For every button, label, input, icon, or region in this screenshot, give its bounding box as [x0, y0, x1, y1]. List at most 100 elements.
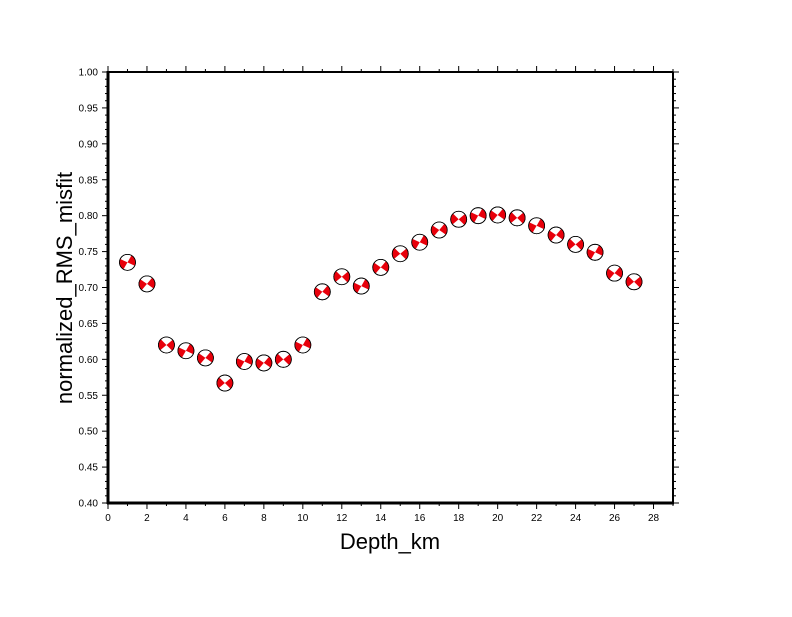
y-axis-label: normalized_RMS_misfit: [52, 172, 77, 404]
y-tick-label: 0.95: [79, 103, 99, 114]
beachball-compression-quadrant: [556, 228, 565, 240]
beachball-point: [411, 233, 429, 251]
x-tick-label: 28: [648, 513, 660, 524]
beachball-compression-quadrant: [489, 210, 498, 222]
x-tick-label: 0: [105, 513, 111, 524]
x-tick-label: 12: [336, 513, 348, 524]
beachball-compression-quadrant: [536, 218, 545, 230]
x-tick-label: 22: [531, 513, 543, 524]
x-tick-label: 18: [453, 513, 465, 524]
beachball-point: [391, 245, 409, 263]
beachball-point: [508, 209, 526, 227]
beachball-compression-quadrant: [119, 258, 128, 270]
beachball-compression-quadrant: [392, 248, 401, 259]
beachball-compression-quadrant: [470, 212, 479, 223]
plot-frame: [107, 71, 674, 504]
beachball-outline: [528, 217, 546, 235]
beachball-point: [294, 336, 312, 354]
beachball-point: [197, 349, 214, 367]
beachball-point: [606, 264, 623, 282]
beachball-compression-quadrant: [497, 208, 506, 220]
x-tick-label: 26: [609, 513, 621, 524]
beachball-compression-quadrant: [400, 248, 409, 260]
beachball-point: [489, 206, 507, 224]
beachball-point: [586, 243, 604, 261]
x-tick-label: 6: [222, 513, 228, 524]
y-tick-label: 0.50: [79, 427, 99, 438]
beachball-point: [119, 253, 136, 271]
beachball-outline: [235, 353, 253, 370]
beachball-outline: [372, 258, 390, 276]
beachball-outline: [216, 374, 234, 392]
x-tick-label: 16: [414, 513, 426, 524]
beachball-compression-quadrant: [439, 223, 448, 235]
data-points: [119, 206, 643, 392]
beachball-outline: [274, 350, 292, 368]
y-tick-label: 0.65: [79, 319, 99, 330]
beachball-outline: [138, 275, 156, 293]
beachball-compression-quadrant: [587, 248, 596, 260]
beachball-compression-quadrant: [275, 353, 284, 365]
beachball-compression-quadrant: [333, 271, 342, 282]
x-tick-label: 20: [492, 513, 504, 524]
beachball-compression-quadrant: [294, 341, 303, 352]
beachball-outline: [255, 354, 273, 372]
beachball-compression-quadrant: [478, 208, 487, 220]
beachball-point: [469, 207, 487, 225]
beachball-compression-quadrant: [216, 377, 225, 389]
beachball-compression-quadrant: [595, 245, 604, 256]
beachball-point: [450, 210, 468, 228]
beachball-compression-quadrant: [146, 277, 155, 289]
beachball-point: [567, 235, 584, 253]
beachball-outline: [586, 243, 604, 261]
beachball-compression-quadrant: [419, 235, 428, 246]
x-tick-label: 8: [261, 513, 267, 524]
beachball-compression-quadrant: [283, 354, 292, 365]
beachball-compression-quadrant: [236, 358, 245, 369]
beachball-compression-quadrant: [450, 213, 459, 225]
beachball-compression-quadrant: [548, 230, 557, 242]
beachball-outline: [158, 336, 175, 354]
beachball-outline: [606, 264, 623, 282]
beachball-compression-quadrant: [509, 212, 518, 223]
beachball-outline: [177, 342, 195, 360]
y-tick-label: 0.85: [79, 175, 99, 186]
beachball-compression-quadrant: [166, 339, 175, 351]
beachball-compression-quadrant: [361, 279, 370, 290]
y-tick-label: 0.70: [79, 283, 99, 294]
x-axis-label: Depth_km: [340, 529, 440, 554]
axes: 0 2 4 6 8 10 12 14 16 18 20 22 24 26 280.400.450.500.5…: [79, 66, 679, 524]
beachball-outline: [547, 226, 565, 244]
beachball-point: [333, 268, 351, 286]
x-tick-label: 2: [144, 513, 150, 524]
beachball-outline: [625, 273, 643, 291]
beachball-compression-quadrant: [626, 276, 635, 287]
y-tick-label: 1.00: [79, 68, 99, 79]
beachball-outline: [567, 235, 584, 253]
beachball-compression-quadrant: [158, 339, 167, 351]
beachball-point: [274, 350, 292, 368]
y-tick-label: 0.90: [79, 139, 99, 150]
beachball-point: [235, 353, 253, 370]
beachball-compression-quadrant: [197, 353, 206, 365]
beachball-compression-quadrant: [127, 255, 136, 266]
beachball-point: [625, 273, 643, 291]
beachball-outline: [313, 283, 331, 301]
beachball-outline: [411, 233, 429, 251]
beachball-compression-quadrant: [177, 347, 186, 358]
beachball-point: [352, 277, 370, 295]
beachball-outline: [333, 268, 351, 286]
beachball-compression-quadrant: [302, 338, 311, 349]
beachball-compression-quadrant: [575, 239, 584, 251]
beachball-point: [177, 342, 195, 360]
beachball-outline: [469, 207, 487, 225]
beachball-outline: [430, 221, 448, 239]
beachball-compression-quadrant: [314, 287, 323, 298]
beachball-compression-quadrant: [517, 212, 526, 224]
beachball-outline: [119, 253, 136, 271]
y-tick-label: 0.75: [79, 247, 99, 258]
x-tick-label: 14: [375, 513, 387, 524]
beachball-compression-quadrant: [567, 238, 576, 250]
beachball-outline: [352, 277, 370, 295]
beachball-compression-quadrant: [372, 262, 381, 274]
